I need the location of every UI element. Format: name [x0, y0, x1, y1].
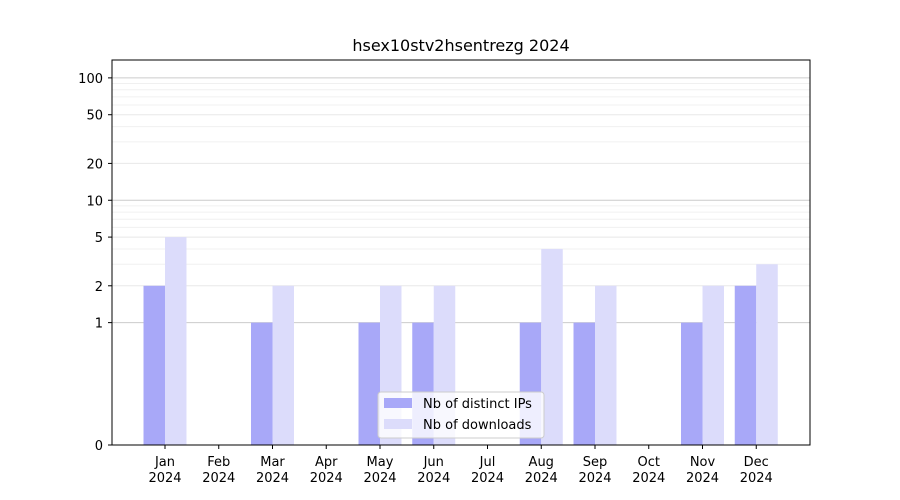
- x-tick-label: Jan: [154, 455, 175, 470]
- y-tick-label: 100: [78, 72, 103, 87]
- legend-swatch-distinct-ips: [384, 398, 412, 408]
- x-tick-label: 2024: [686, 471, 719, 486]
- bar-distinct-ips: [573, 322, 595, 445]
- x-tick-label: 2024: [471, 471, 504, 486]
- bar-downloads: [272, 285, 294, 445]
- bar-downloads: [541, 248, 563, 445]
- legend: Nb of distinct IPs Nb of downloads: [377, 391, 545, 439]
- x-tick-label: Nov: [690, 455, 716, 470]
- bar-distinct-ips: [358, 322, 380, 445]
- x-tick-label: 2024: [310, 471, 343, 486]
- y-tick-label: 2: [95, 280, 103, 295]
- y-tick-label: 20: [86, 157, 103, 172]
- x-tick-label: Oct: [638, 455, 660, 470]
- bar-distinct-ips: [251, 322, 273, 445]
- bar-distinct-ips: [143, 285, 165, 445]
- legend-swatch-downloads: [384, 419, 412, 429]
- x-tick-label: Feb: [207, 455, 230, 470]
- x-tick-label: 2024: [363, 471, 396, 486]
- bar-downloads: [702, 285, 724, 445]
- bar-downloads: [756, 264, 778, 445]
- x-tick-label: 2024: [417, 471, 450, 486]
- plot-frame: [111, 59, 811, 446]
- y-tick-label: 5: [95, 231, 103, 246]
- y-tick-label: 50: [86, 109, 103, 124]
- x-tick-label: Jul: [479, 455, 496, 470]
- x-tick-label: 2024: [202, 471, 235, 486]
- x-tick-label: May: [367, 455, 394, 470]
- bar-distinct-ips: [734, 285, 757, 445]
- x-tick-label: 2024: [578, 471, 611, 486]
- legend-label-downloads: Nb of downloads: [423, 418, 532, 433]
- x-tick-label: Aug: [529, 455, 554, 470]
- legend-box: [377, 391, 545, 439]
- x-tick-label: Apr: [315, 455, 338, 470]
- x-tick-label: 2024: [632, 471, 665, 486]
- bar-distinct-ips: [681, 322, 703, 445]
- y-tick-label: 1: [95, 317, 103, 332]
- x-tick-label: Dec: [744, 455, 769, 470]
- chart-title: hsex10stv2hsentrezg 2024: [352, 36, 569, 55]
- x-tick-label: Mar: [260, 455, 285, 470]
- x-tick-label: Sep: [583, 455, 608, 470]
- x-tick-label: 2024: [256, 471, 289, 486]
- bars: [143, 237, 778, 445]
- x-tick-label: 2024: [148, 471, 181, 486]
- x-tick-label: 2024: [525, 471, 558, 486]
- x-tick-label: Jun: [423, 455, 444, 470]
- bar-downloads: [595, 285, 617, 445]
- x-tick-label: 2024: [740, 471, 773, 486]
- y-tick-label: 10: [86, 194, 103, 209]
- y-axis: 0 1 2 5 10 20 50 100: [78, 72, 112, 454]
- bar-downloads: [165, 237, 187, 445]
- y-tick-label: 0: [95, 439, 103, 454]
- x-axis: Jan2024Feb2024Mar2024Apr2024May2024Jun20…: [148, 445, 773, 486]
- legend-label-distinct-ips: Nb of distinct IPs: [423, 397, 532, 412]
